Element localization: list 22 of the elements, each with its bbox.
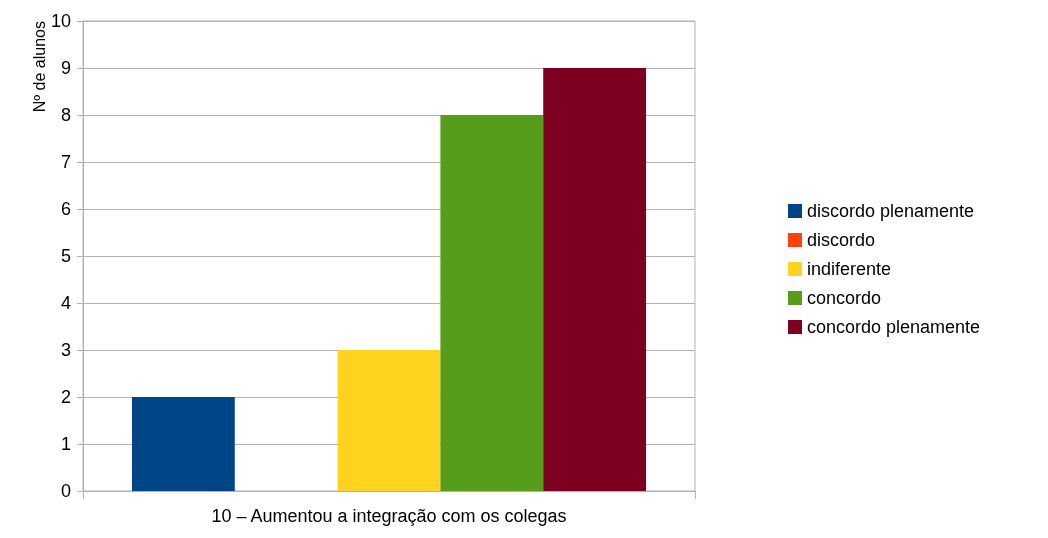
x-tick-label: 10 – Aumentou a integração com os colegas — [211, 506, 567, 526]
bar — [543, 68, 647, 491]
legend-label: concordo — [807, 288, 882, 308]
y-tick-label: 5 — [60, 246, 71, 266]
y-tick-label: 6 — [60, 199, 71, 219]
y-tick-label: 10 — [50, 11, 71, 31]
y-tick-label: 0 — [60, 481, 71, 501]
legend-label: concordo plenamente — [807, 317, 981, 337]
bar — [440, 115, 544, 491]
y-axis-title: Nº de alunos — [30, 21, 48, 113]
y-tick-label: 2 — [60, 387, 71, 407]
y-tick-label: 7 — [60, 152, 71, 172]
legend-label: discordo plenamente — [807, 201, 975, 221]
y-tick-label: 1 — [60, 434, 71, 454]
legend-label: indiferente — [807, 259, 892, 279]
y-tick-label: 3 — [60, 340, 71, 360]
bar — [337, 350, 441, 491]
y-tick-label: 8 — [60, 105, 71, 125]
y-tick-label: 9 — [60, 58, 71, 78]
legend-label: discordo — [807, 230, 876, 250]
bar — [131, 397, 235, 491]
y-tick-label: 4 — [60, 293, 71, 313]
